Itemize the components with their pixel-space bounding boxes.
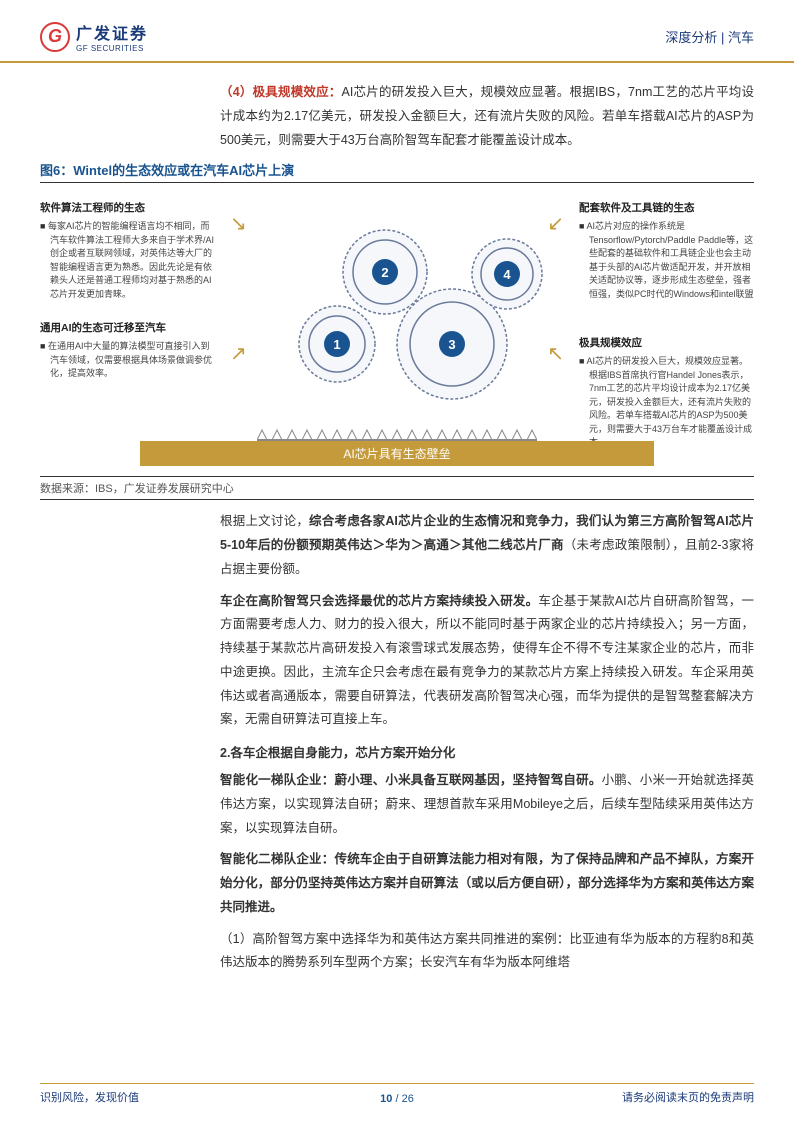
gear-num-4: 4	[503, 267, 511, 282]
page-total: 26	[402, 1093, 414, 1105]
paragraph-4: （4）极具规模效应：AI芯片的研发投入巨大，规模效应显著。根据IBS，7nm工艺…	[220, 81, 754, 152]
diagram-box-2: 通用AI的生态可迁移至汽车 在通用AI中大量的算法模型可直接引入到汽车领域，仅需…	[40, 321, 215, 380]
box4-body: AI芯片的研发投入巨大，规模效应显著。根据IBS首席执行官Handel Jone…	[589, 355, 754, 450]
footer-left: 识别风险，发现价值	[40, 1089, 139, 1105]
box4-title: 极具规模效应	[579, 336, 754, 352]
arrow-icon: ↖	[547, 341, 564, 366]
gear-num-1: 1	[333, 337, 340, 352]
diagram-box-1: 软件算法工程师的生态 每家AI芯片的智能编程语言均不相同，而汽车软件算法工程师大…	[40, 201, 215, 301]
logo: G 广发证券 GF SECURITIES	[40, 20, 148, 53]
p4-label: （4）极具规模效应：	[220, 85, 342, 99]
diagram-caption: AI芯片具有生态壁垒	[140, 441, 654, 466]
box1-title: 软件算法工程师的生态	[40, 201, 215, 217]
gear-num-3: 3	[448, 337, 455, 352]
paragraph-9: （1）高阶智驾方案中选择华为和英伟达方案共同推进的案例：比亚迪有华为版本的方程豹…	[220, 928, 754, 976]
paragraph-5: 根据上文讨论，综合考虑各家AI芯片企业的生态情况和竞争力，我们认为第三方高阶智驾…	[220, 510, 754, 581]
page-content: （4）极具规模效应：AI芯片的研发投入巨大，规模效应显著。根据IBS，7nm工艺…	[0, 63, 794, 975]
box2-title: 通用AI的生态可迁移至汽车	[40, 321, 215, 337]
figure6-diagram: 1 2 3 4 软件算法工程师的生态 每家AI芯片的智能编程语言均不相同，而汽车…	[40, 191, 754, 471]
logo-cn: 广发证券	[76, 20, 148, 44]
diagram-box-4: 极具规模效应 AI芯片的研发投入巨大，规模效应显著。根据IBS首席执行官Hand…	[579, 336, 754, 449]
diagram-box-3: 配套软件及工具链的生态 AI芯片对应的操作系统是Tensorflow/Pytor…	[579, 201, 754, 301]
p5a: 根据上文讨论，	[220, 514, 309, 528]
page-current: 10	[380, 1093, 392, 1105]
p6b: 车企基于某款AI芯片自研高阶智驾，一方面需要考虑人力、财力的投入很大，所以不能同…	[220, 594, 754, 727]
box1-body: 每家AI芯片的智能编程语言均不相同，而汽车软件算法工程师大多来自于学术界/AI创…	[50, 220, 215, 301]
arrow-icon: ↙	[547, 211, 564, 236]
paragraph-6: 车企在高阶智驾只会选择最优的芯片方案持续投入研发。车企基于某款AI芯片自研高阶智…	[220, 590, 754, 733]
gear-num-2: 2	[381, 265, 388, 280]
page-header: G 广发证券 GF SECURITIES 深度分析 | 汽车	[0, 0, 794, 63]
box2-body: 在通用AI中大量的算法模型可直接引入到汽车领域，仅需要根据具体场景做调参优化，提…	[50, 340, 215, 381]
gears-svg: 1 2 3 4	[237, 194, 557, 424]
box3-body: AI芯片对应的操作系统是Tensorflow/Pytorch/Paddle Pa…	[589, 220, 754, 301]
p6a: 车企在高阶智驾只会选择最优的芯片方案持续投入研发。	[220, 594, 538, 608]
p7a: 智能化一梯队企业：蔚小理、小米具备互联网基因，坚持智驾自研。	[220, 773, 602, 787]
logo-en: GF SECURITIES	[76, 44, 148, 53]
paragraph-8: 智能化二梯队企业：传统车企由于自研算法能力相对有限，为了保持品牌和产品不掉队，方…	[220, 848, 754, 919]
page-number: 10 / 26	[380, 1088, 414, 1105]
logo-icon: G	[40, 22, 70, 52]
logo-text: 广发证券 GF SECURITIES	[76, 20, 148, 53]
section-2-heading: 2.各车企根据自身能力，芯片方案开始分化	[220, 742, 754, 761]
gear-rack	[257, 427, 537, 441]
box3-title: 配套软件及工具链的生态	[579, 201, 754, 217]
figure6-source: 数据来源：IBS，广发证券发展研究中心	[40, 476, 754, 500]
header-category: 深度分析 | 汽车	[665, 27, 754, 46]
paragraph-7: 智能化一梯队企业：蔚小理、小米具备互联网基因，坚持智驾自研。小鹏、小米一开始就选…	[220, 769, 754, 840]
arrow-icon: ↗	[230, 341, 247, 366]
figure6-title: 图6：Wintel的生态效应或在汽车AI芯片上演	[40, 160, 754, 183]
footer-right: 请务必阅读末页的免责声明	[622, 1089, 754, 1105]
arrow-icon: ↘	[230, 211, 247, 236]
